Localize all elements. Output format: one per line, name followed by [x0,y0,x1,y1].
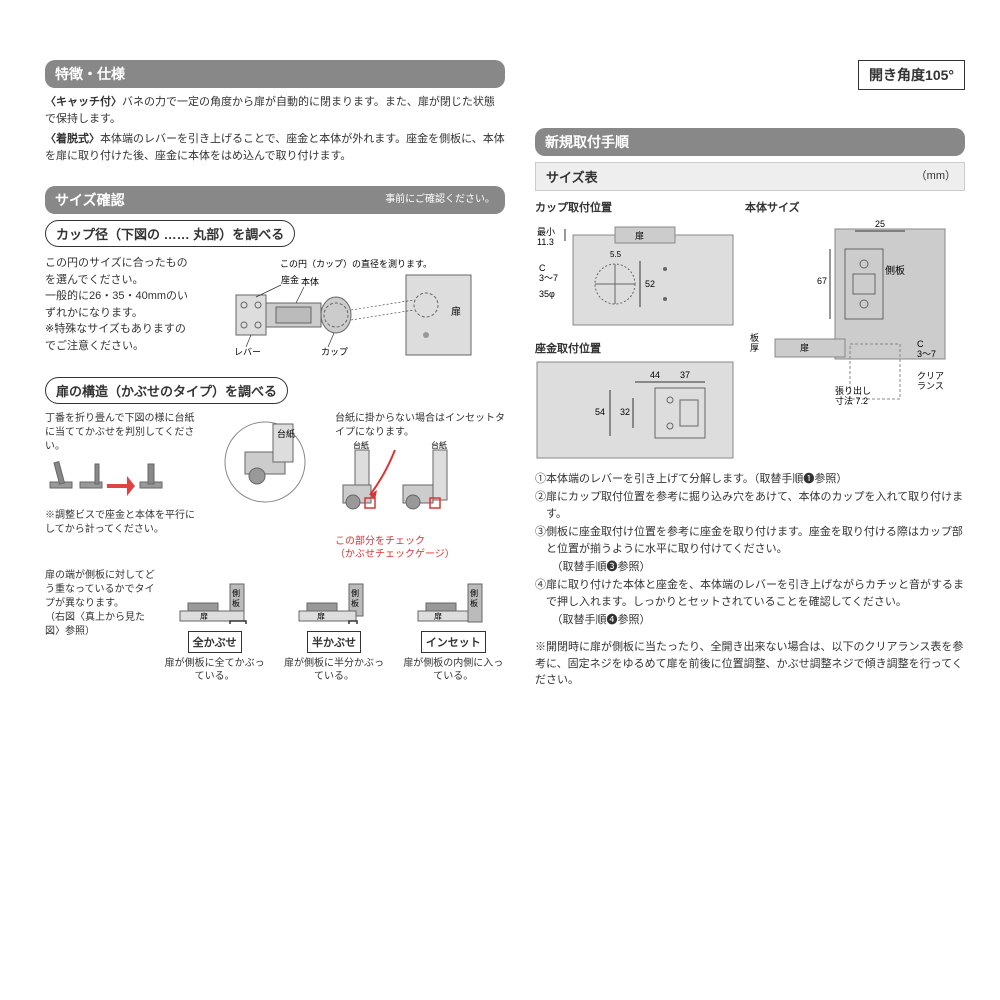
type-half-desc: 扉が側板に半分かぶっている。 [282,657,385,683]
svg-text:板: 板 [750,332,759,343]
plate-pos-diagram: 44 37 54 32 [535,360,735,460]
right-column: 開き角度105° 新規取付手順 サイズ表 （mm） カップ取付位置 扉 最小 1… [535,60,965,689]
cup-diameter-heading: カップ径（下図の …… 丸部）を調べる [45,220,295,247]
svg-text:32: 32 [620,407,630,417]
hinge-diagram: この円（カップ）の直径を測ります。 座金 本体 [207,255,505,365]
cup-diameter-text: この円のサイズに合ったものを選んでください。 一般的に26・35・40mmのいず… [45,255,195,365]
spec-detach: 〈着脱式〉本体端のレバーを引き上げることで、座金と本体が外れます。座金を側板に、… [45,131,505,164]
gauge-diagram: 台紙 [215,412,315,525]
step-3: ③側板に座金取付け位置を参考に座金を取り付けます。座金を取り付ける際はカップ部と… [535,524,965,577]
svg-text:張り出し: 張り出し [835,385,871,396]
type-half: 側板 扉 半かぶせ 扉が側板に半分かぶっている。 [282,579,385,683]
install-header: 新規取付手順 [535,128,965,156]
overlap-intro: 扉の端が側板に対してどう重なっているかでタイプが異なります。 （右図〈真上から見… [45,569,155,639]
type-inset: 側板 扉 インセット 扉が側板の内側に入っている。 [402,579,505,683]
svg-text:側板: 側板 [885,264,905,277]
svg-text:35φ: 35φ [539,289,555,299]
install-steps: ①本体端のレバーを引き上げて分解します。（取替手順❶参照） ②扉にカップ取付位置… [535,471,965,629]
svg-text:板: 板 [470,598,478,608]
type-half-label: 半かぶせ [307,631,361,653]
svg-text:11.3: 11.3 [537,237,554,247]
svg-text:側: 側 [470,588,478,598]
svg-text:座金: 座金 [281,274,299,285]
step-1: ①本体端のレバーを引き上げて分解します。（取替手順❶参照） [535,471,965,489]
svg-text:板: 板 [351,598,359,608]
svg-text:レバー: レバー [234,347,261,357]
svg-text:C: C [539,263,546,273]
svg-text:台紙: 台紙 [277,428,295,439]
svg-text:カップ: カップ [321,347,348,357]
left-column: 特徴・仕様 〈キャッチ付〉バネの力で一定の角度から扉が自動的に閉まります。また、… [45,60,505,689]
door-structure-heading: 扉の構造（かぶせのタイプ）を調べる [45,377,288,404]
svg-text:25: 25 [875,219,885,229]
spec-detach-text: 本体端のレバーを引き上げることで、座金と本体が外れます。座金を側板に、本体を扉に… [45,133,505,162]
svg-text:37: 37 [680,370,690,380]
svg-text:扉: 扉 [317,611,325,621]
svg-text:52: 52 [645,279,655,289]
svg-text:扉: 扉 [635,230,644,241]
clearance-note: ※開閉時に扉が側板に当たったり、全開き出来ない場合は、以下のクリアランス表を参考… [535,639,965,689]
svg-text:扉: 扉 [800,342,809,353]
svg-text:側: 側 [351,588,359,598]
svg-text:67: 67 [817,276,827,286]
svg-text:3〜7: 3〜7 [917,349,936,359]
size-check-header: サイズ確認 事前にご確認ください。 [45,186,505,214]
type-inset-desc: 扉が側板の内側に入っている。 [402,657,505,683]
svg-text:3〜7: 3〜7 [539,273,558,283]
svg-text:厚: 厚 [750,343,759,353]
step-4: ④扉に取り付けた本体と座金を、本体端のレバーを引き上げながらカチッと音がするまで… [535,577,965,630]
type-full: 側板 扉 全かぶせ 扉が側板に全てかぶっている。 [163,579,266,683]
svg-text:板: 板 [232,598,240,608]
type-full-label: 全かぶせ [188,631,242,653]
svg-text:本体: 本体 [301,276,319,287]
fold-instruction: 丁番を折り畳んで下図の様に台紙に当ててかぶせを判別してください。 ※調整ビスで座… [45,412,195,537]
svg-text:ランス: ランス [917,381,944,391]
spec-catch-label: 〈キャッチ付〉 [45,96,122,108]
diag-caption: この円（カップ）の直径を測ります。 [280,258,432,269]
body-size-diagram: 側板 25 67 扉 板 厚 C [745,219,965,419]
cup-pos-label: カップ取付位置 [535,199,735,215]
svg-text:扉: 扉 [451,305,461,318]
size-table-header: サイズ表 （mm） [535,162,965,191]
size-check-title: サイズ確認 [55,192,125,208]
spec-detach-label: 〈着脱式〉 [45,133,100,145]
svg-text:5.5: 5.5 [610,250,622,259]
size-check-note: 事前にご確認ください。 [385,190,495,205]
svg-text:寸法 7.2: 寸法 7.2 [835,395,868,406]
features-header: 特徴・仕様 [45,60,505,88]
inset-note: 台紙に掛からない場合はインセットタイプになります。 台紙 台紙 [335,412,505,561]
svg-text:台紙: 台紙 [353,440,369,450]
svg-text:台紙: 台紙 [431,440,447,450]
unit-label: （mm） [916,167,956,183]
opening-angle: 開き角度105° [858,60,965,90]
svg-text:54: 54 [595,407,605,417]
svg-text:扉: 扉 [200,611,208,621]
gauge-label: （かぶせチェックゲージ） [335,548,505,561]
svg-text:扉: 扉 [434,611,442,621]
svg-text:クリア: クリア [917,371,944,381]
svg-text:最小: 最小 [537,227,555,237]
check-label: この部分をチェック [335,535,505,548]
type-inset-label: インセット [421,631,486,653]
body-size-label: 本体サイズ [745,199,965,215]
svg-text:側: 側 [232,588,240,598]
spec-catch: 〈キャッチ付〉バネの力で一定の角度から扉が自動的に閉まります。また、扉が閉じた状… [45,94,505,127]
step-2: ②扉にカップ取付位置を参考に掘り込み穴をあけて、本体のカップを入れて取り付けます… [535,489,965,524]
type-full-desc: 扉が側板に全てかぶっている。 [163,657,266,683]
svg-text:44: 44 [650,370,660,380]
svg-text:C: C [917,339,924,349]
cup-pos-diagram: 扉 最小 11.3 5.5 C 3〜7 35φ 52 [535,219,735,329]
